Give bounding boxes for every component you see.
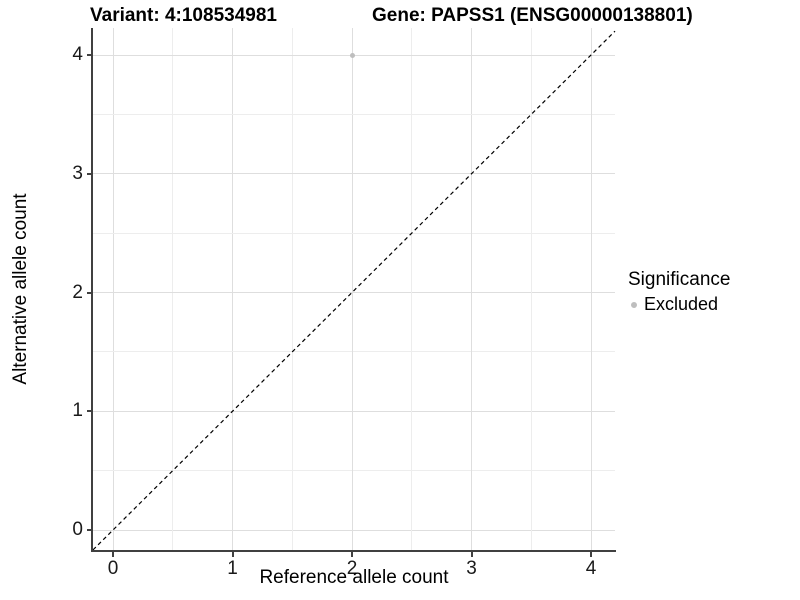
x-tick	[112, 551, 114, 557]
y-tick-label: 1	[72, 400, 83, 422]
legend-item-label: Excluded	[644, 294, 719, 314]
x-axis-line	[93, 550, 616, 552]
gridline-vertical	[411, 28, 413, 551]
gridline-vertical	[291, 28, 293, 551]
x-tick	[470, 551, 473, 557]
x-tick-label: 4	[585, 558, 597, 579]
gridline-horizontal	[93, 410, 615, 412]
gridline-horizontal	[93, 113, 615, 115]
legend-title: Significance	[628, 269, 731, 290]
gridline-vertical	[232, 28, 233, 551]
data-point	[349, 52, 355, 58]
gridline-vertical	[172, 28, 174, 551]
y-tick	[87, 291, 93, 294]
y-axis-title: Alternative allele count	[10, 193, 31, 385]
x-tick-label: 0	[107, 558, 119, 579]
gridline-horizontal	[93, 470, 615, 472]
x-tick	[590, 551, 592, 557]
gridline-vertical	[351, 28, 353, 551]
x-tick	[351, 551, 353, 557]
legend-key-dot	[631, 301, 637, 308]
y-tick	[87, 172, 93, 175]
x-tick	[231, 551, 234, 557]
y-tick	[87, 529, 93, 531]
legend: Significance Excluded	[628, 268, 730, 315]
gridline-horizontal	[93, 232, 615, 234]
x-tick-label: 1	[227, 558, 238, 579]
y-tick-label: 2	[72, 281, 83, 303]
y-tick-label: 3	[72, 162, 83, 184]
x-tick-label: 2	[346, 558, 358, 579]
gridline-horizontal	[93, 173, 615, 175]
gridline-vertical	[590, 28, 592, 551]
legend-item-excluded: Excluded	[628, 294, 730, 315]
gridline-vertical	[530, 28, 532, 551]
gridline-horizontal	[93, 529, 615, 531]
gridline-horizontal	[93, 351, 615, 353]
x-tick-label: 3	[466, 558, 477, 579]
gridline-vertical	[112, 28, 114, 551]
plot-title-gene: Gene: PAPSS1 (ENSG00000138801)	[372, 5, 693, 26]
plot-panel: 0 1 2 3 4 0 1 2 3 4	[72, 28, 616, 579]
y-tick	[87, 54, 93, 56]
identity-line	[92, 30, 616, 551]
gridline-vertical	[471, 28, 472, 551]
y-axis-line	[91, 28, 93, 552]
plot-title-variant: Variant: 4:108534981	[90, 5, 277, 26]
y-tick	[87, 410, 93, 413]
x-axis-title: Reference allele count	[259, 567, 449, 588]
y-tick-label: 0	[72, 519, 83, 540]
y-tick-label: 4	[72, 44, 83, 65]
gridline-horizontal	[93, 292, 615, 293]
